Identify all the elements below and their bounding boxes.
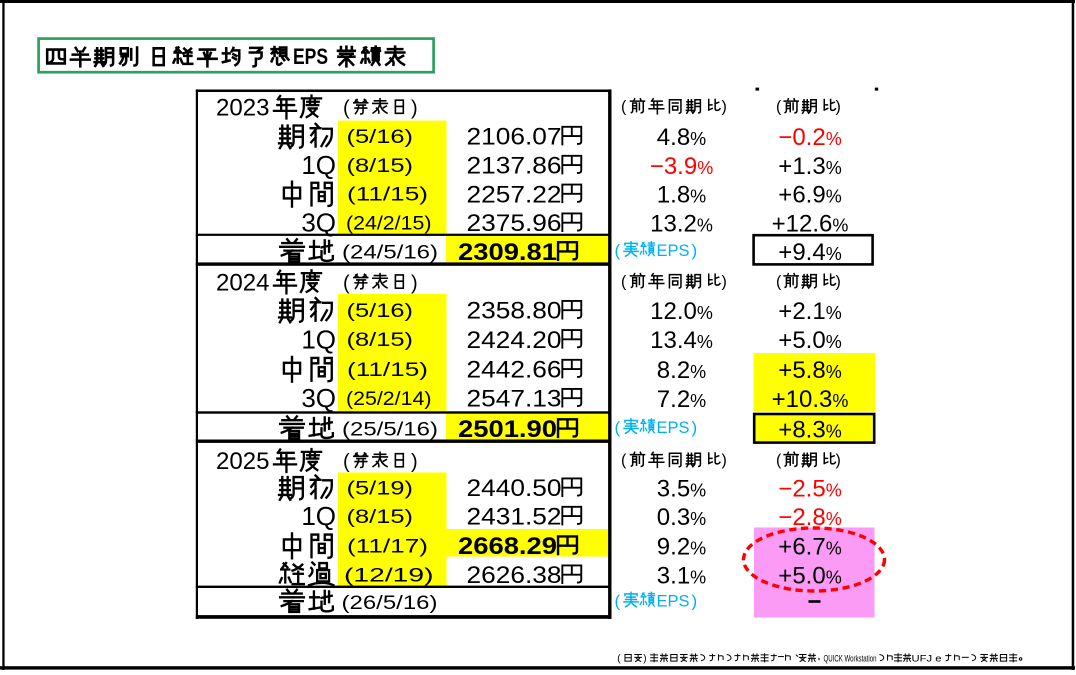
svg-text:(: ( [776,274,782,291]
svg-text:+8.3%: +8.3% [778,416,841,443]
svg-text:3Q: 3Q [301,208,336,238]
svg-text:EPS: EPS [657,592,690,611]
svg-text:(11/15): (11/15) [347,184,428,206]
svg-text:2309.81: 2309.81 [458,239,557,266]
svg-text:(25/5/16): (25/5/16) [342,418,438,440]
svg-text:−3.9%: −3.9% [650,153,713,180]
svg-text:13.2%: 13.2% [650,210,713,237]
svg-text:UFJ e: UFJ e [912,653,942,664]
svg-text:): ) [722,274,727,291]
svg-text:(5/16): (5/16) [347,126,414,148]
svg-text:(: ( [621,452,627,469]
svg-text:2440.50: 2440.50 [467,475,562,502]
svg-text:): ) [411,451,418,473]
svg-text:QUICK Workstation: QUICK Workstation [824,653,877,663]
svg-text:(: ( [343,272,350,294]
svg-text:): ) [411,272,418,294]
svg-text:2424.20: 2424.20 [467,327,562,354]
svg-text:(: ( [615,418,621,437]
svg-text:9.2%: 9.2% [657,533,706,560]
svg-text:2106.07: 2106.07 [467,124,562,151]
svg-text:8.2%: 8.2% [657,357,706,384]
svg-text:): ) [722,99,727,116]
svg-text:3Q: 3Q [301,383,336,413]
svg-text:): ) [836,99,841,116]
svg-text:2668.29: 2668.29 [458,533,557,560]
svg-text:): ) [643,653,646,664]
svg-text:7.2%: 7.2% [657,386,706,413]
svg-text:3.1%: 3.1% [657,562,706,589]
svg-text:+6.7%: +6.7% [778,533,841,560]
svg-text:2024: 2024 [216,270,270,297]
svg-text:(: ( [617,653,621,664]
svg-text:(: ( [615,241,621,260]
svg-text:+1.3%: +1.3% [778,153,841,180]
svg-text:1Q: 1Q [301,501,336,531]
svg-text:+10.3%: +10.3% [772,386,849,413]
svg-text:(: ( [621,274,627,291]
svg-text:): ) [692,592,698,611]
svg-text:1.8%: 1.8% [657,182,706,209]
svg-text:(: ( [343,451,350,473]
svg-text:2023: 2023 [216,95,270,122]
svg-text:(11/17): (11/17) [347,536,428,558]
svg-text:(12/19): (12/19) [344,565,434,587]
svg-text:2358.80: 2358.80 [467,298,562,325]
svg-text:13.4%: 13.4% [650,327,713,354]
svg-text:−0.2%: −0.2% [778,124,841,151]
svg-text:+2.1%: +2.1% [778,298,841,325]
svg-text:+12.6%: +12.6% [772,210,849,237]
svg-text:3.5%: 3.5% [657,475,706,502]
svg-text:2137.86: 2137.86 [467,153,562,180]
svg-text:(25/2/14): (25/2/14) [346,388,432,410]
svg-text:−2.5%: −2.5% [778,475,841,502]
svg-text:1Q: 1Q [301,150,336,180]
svg-text:2257.22: 2257.22 [467,181,562,208]
svg-text:EPS: EPS [657,418,690,437]
svg-text:(: ( [776,452,782,469]
svg-text:(11/15): (11/15) [347,359,428,381]
svg-text:1Q: 1Q [301,324,336,354]
svg-text:): ) [692,418,698,437]
svg-text:EPS: EPS [657,241,690,260]
svg-text:2626.38: 2626.38 [467,562,562,589]
svg-text:(5/19): (5/19) [347,478,414,500]
svg-text:+6.9%: +6.9% [778,182,841,209]
svg-text:): ) [836,452,841,469]
svg-text:(24/2/15): (24/2/15) [346,213,432,235]
svg-text:(: ( [621,99,627,116]
svg-text:2501.90: 2501.90 [458,416,557,443]
svg-text:EPS: EPS [293,44,328,69]
svg-text:2547.13: 2547.13 [467,386,562,413]
svg-text:): ) [411,98,418,120]
svg-text:0.3%: 0.3% [657,504,706,531]
svg-text:(24/5/16): (24/5/16) [342,241,438,263]
svg-text:(: ( [776,99,782,116]
svg-text:): ) [836,274,841,291]
svg-text:(26/5/16): (26/5/16) [342,592,438,614]
svg-text:4.8%: 4.8% [657,124,706,151]
svg-text:2375.96: 2375.96 [467,210,562,237]
svg-text:): ) [692,241,698,260]
svg-text:(: ( [615,592,621,611]
svg-text:(5/16): (5/16) [347,300,414,322]
svg-text:(: ( [343,98,350,120]
svg-text:(8/15): (8/15) [347,329,414,351]
svg-text:+9.4%: +9.4% [778,239,841,266]
svg-text:+5.0%: +5.0% [778,327,841,354]
svg-text:−2.8%: −2.8% [778,504,841,531]
svg-text:): ) [722,452,727,469]
svg-text:+5.8%: +5.8% [778,357,841,384]
svg-text:2442.66: 2442.66 [467,357,562,384]
svg-text:12.0%: 12.0% [650,298,713,325]
svg-text:2431.52: 2431.52 [467,504,562,531]
svg-text:(8/15): (8/15) [347,155,414,177]
svg-text:+5.0%: +5.0% [778,562,841,589]
svg-text:(8/15): (8/15) [347,506,414,528]
svg-text:2025: 2025 [216,448,270,475]
